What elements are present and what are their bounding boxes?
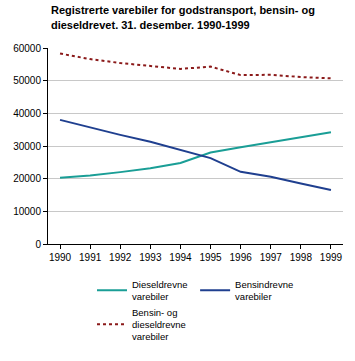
svg-text:Dieseldrevnevarebiler: Dieseldrevnevarebiler [132,279,187,302]
svg-text:10000: 10000 [13,206,41,217]
svg-text:0: 0 [35,239,41,250]
svg-text:1998: 1998 [290,252,313,263]
svg-text:60000: 60000 [13,43,41,54]
svg-text:1994: 1994 [169,252,192,263]
svg-text:Registrerte varebiler for gods: Registrerte varebiler for godstransport,… [51,4,315,30]
svg-text:Bensindrevnevarebiler: Bensindrevnevarebiler [235,279,293,302]
svg-text:50000: 50000 [13,75,41,86]
svg-text:1997: 1997 [260,252,283,263]
svg-text:1993: 1993 [139,252,162,263]
svg-text:1990: 1990 [49,252,72,263]
svg-text:Bensin- ogdieseldrevnevarebile: Bensin- ogdieseldrevnevarebiler [132,307,186,343]
svg-text:40000: 40000 [13,108,41,119]
svg-text:1996: 1996 [230,252,253,263]
svg-text:20000: 20000 [13,173,41,184]
svg-text:1995: 1995 [199,252,222,263]
svg-text:1999: 1999 [320,252,343,263]
svg-text:1991: 1991 [79,252,102,263]
svg-text:30000: 30000 [13,141,41,152]
svg-text:1992: 1992 [109,252,132,263]
